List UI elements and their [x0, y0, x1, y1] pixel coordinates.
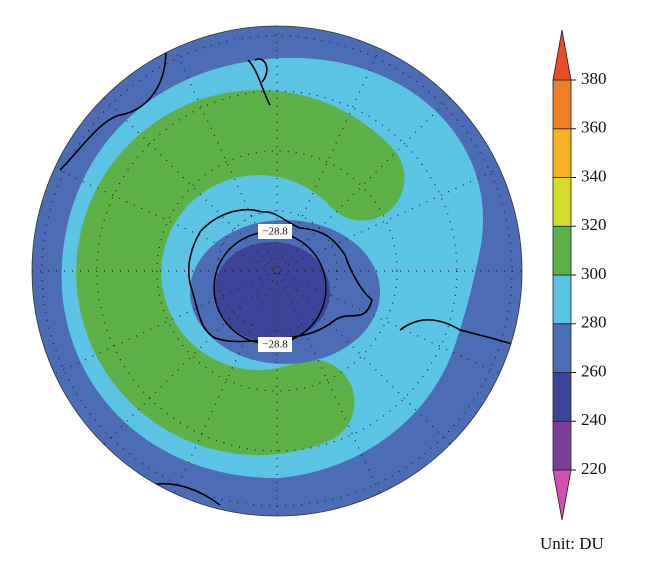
colorbar-tick-label: 340: [581, 166, 607, 185]
contour-label-box: [258, 337, 292, 352]
map-border: [31, 25, 523, 517]
colorbar-extension: [552, 469, 572, 521]
colorbar-segment: [552, 177, 572, 227]
colorbar-segment: [552, 128, 572, 178]
colorbar-tick-label: 380: [581, 69, 607, 88]
colorbar: 220 240 260 280 300 320 340 360 380: [552, 29, 607, 521]
ozone-region: [76, 90, 405, 455]
colorbar-segment: [552, 274, 572, 325]
contour-label: −28.8: [262, 339, 288, 351]
coastline: [59, 39, 516, 506]
graticule: [32, 26, 522, 516]
colorbar-tick-label: 320: [581, 215, 607, 234]
colorbar-segment: [552, 79, 572, 130]
colorbar-segment: [552, 225, 572, 276]
colorbar-tick-label: 240: [581, 410, 607, 429]
colorbar-segment: [552, 420, 572, 471]
ozone-region: [214, 242, 330, 342]
colorbar-tick-label: 360: [581, 118, 607, 137]
colorbar-tick-label: 280: [581, 313, 607, 332]
colorbar-tick-label: 220: [581, 459, 607, 478]
colorbar-segment: [552, 372, 572, 422]
colorbar-segment: [552, 323, 572, 373]
contour-label-box: [258, 224, 292, 239]
colorbar-tick-label: 260: [581, 361, 607, 380]
unit-label: Unit: DU: [540, 534, 604, 553]
colorbar-extension: [552, 29, 572, 81]
colorbar-tick-label: 300: [581, 264, 607, 283]
contour-label: −28.8: [262, 226, 288, 238]
map: [32, 26, 522, 516]
